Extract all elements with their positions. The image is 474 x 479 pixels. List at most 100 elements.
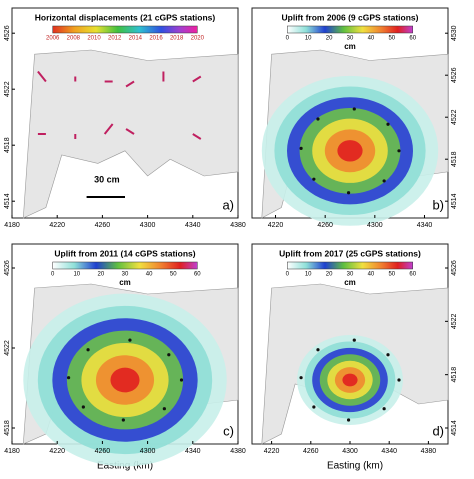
station (382, 407, 386, 411)
y-tick-label: 4514 (451, 420, 458, 436)
x-tick-label: 4220 (268, 222, 284, 229)
y-tick-label: 4522 (451, 313, 458, 329)
colorbar-unit: cm (119, 278, 131, 287)
x-tick-label: 4220 (49, 448, 65, 455)
station (312, 177, 316, 181)
colorbar-tick-label: 60 (194, 272, 201, 278)
colorbar-tick-label: 2014 (129, 36, 143, 42)
station (167, 353, 171, 357)
x-tick-label: 4340 (185, 448, 201, 455)
station (352, 107, 356, 111)
station (397, 149, 401, 153)
colorbar-tick-label: 2020 (191, 36, 205, 42)
station (316, 348, 320, 352)
station (179, 378, 184, 382)
station (312, 405, 316, 409)
panel-label: b) (432, 197, 444, 212)
scale-label: 30 cm (94, 175, 120, 185)
colorbar-tick-label: 2006 (46, 36, 60, 42)
x-tick-label: 4260 (95, 448, 111, 455)
panel-title: Uplift from 2006 (9 cGPS stations) (282, 12, 419, 22)
panel-label: c) (223, 423, 234, 438)
y-tick-label: 4518 (451, 151, 458, 167)
colorbar-tick-label: 10 (305, 272, 312, 278)
land (22, 49, 239, 219)
y-tick-label: 4514 (451, 193, 458, 209)
y-tick-label: 4526 (4, 25, 11, 41)
colorbar-tick-label: 60 (409, 272, 416, 278)
colorbar (287, 25, 413, 34)
colorbar-tick-label: 40 (368, 272, 375, 278)
x-tick-label: 4260 (317, 222, 333, 229)
panel: 30 cm Horizontal displacements (21 cGPS s… (4, 7, 246, 229)
panel: Uplift from 2006 (9 cGPS stations) 0 10 20 3… (251, 7, 458, 229)
colorbar-tick-label: 50 (170, 272, 177, 278)
y-tick-label: 4522 (4, 340, 11, 356)
x-tick-label: 4300 (140, 222, 156, 229)
y-tick-label: 4522 (4, 81, 11, 97)
station (346, 191, 351, 195)
y-tick-label: 4530 (451, 25, 458, 41)
colorbar-tick-label: 60 (409, 36, 416, 42)
station (162, 407, 166, 411)
y-tick-label: 4514 (4, 193, 11, 209)
colorbar-tick-label: 20 (98, 272, 105, 278)
colorbar-tick-label: 2018 (170, 36, 184, 42)
x-tick-label: 4180 (4, 222, 20, 229)
colorbar-tick-label: 2016 (149, 36, 163, 42)
station (81, 405, 85, 409)
colorbar-unit: cm (344, 278, 356, 287)
colorbar-tick-label: 10 (305, 36, 312, 42)
station (386, 353, 390, 357)
station (66, 376, 71, 380)
colorbar (52, 25, 198, 34)
colorbar-tick-label: 0 (286, 36, 290, 42)
colorbar-tick-label: 30 (347, 272, 354, 278)
colorbar-tick-label: 0 (51, 272, 55, 278)
station (299, 376, 303, 380)
station (382, 179, 386, 183)
uplift-contour (342, 373, 358, 387)
colorbar-tick-label: 40 (368, 36, 375, 42)
y-tick-label: 4518 (4, 137, 11, 153)
panel-title: Horizontal displacements (21 cGPS statio… (35, 12, 216, 22)
x-tick-label: 4340 (381, 448, 397, 455)
colorbar-unit: cm (344, 42, 356, 51)
x-tick-label: 4260 (303, 448, 319, 455)
y-tick-label: 4526 (451, 260, 458, 276)
colorbar-tick-label: 2010 (87, 36, 101, 42)
x-tick-label: 4380 (421, 448, 437, 455)
colorbar-tick-label: 20 (326, 36, 333, 42)
colorbar-tick-label: 40 (146, 272, 153, 278)
station (346, 418, 351, 422)
x-axis-label: Easting (km) (327, 461, 383, 472)
panel-title: Uplift from 2011 (14 cGPS stations) (54, 248, 195, 258)
panel: Uplift from 2011 (14 cGPS stations) 0 10 20… (4, 243, 246, 467)
station (128, 338, 132, 342)
y-tick-label: 4526 (451, 67, 458, 83)
colorbar-tick-label: 30 (347, 36, 354, 42)
uplift-contour (337, 140, 363, 162)
x-tick-label: 4180 (4, 448, 20, 455)
colorbar (287, 261, 413, 270)
x-tick-label: 4380 (230, 448, 246, 455)
x-tick-label: 4220 (49, 222, 65, 229)
colorbar (52, 261, 198, 270)
panel-label: d) (432, 423, 444, 438)
x-tick-label: 4340 (417, 222, 433, 229)
x-tick-label: 4300 (140, 448, 156, 455)
x-tick-label: 4260 (95, 222, 111, 229)
colorbar-tick-label: 30 (122, 272, 129, 278)
uplift-contour (110, 367, 140, 393)
panel-label: a) (222, 197, 234, 212)
y-tick-label: 4522 (451, 109, 458, 125)
colorbar-tick-label: 50 (388, 272, 395, 278)
y-tick-label: 4518 (4, 420, 11, 436)
station (86, 348, 90, 352)
displacement-arrow (192, 75, 202, 83)
colorbar-tick-label: 50 (388, 36, 395, 42)
displacement-arrow (192, 133, 202, 140)
x-tick-label: 4300 (342, 448, 358, 455)
y-tick-label: 4518 (451, 367, 458, 383)
